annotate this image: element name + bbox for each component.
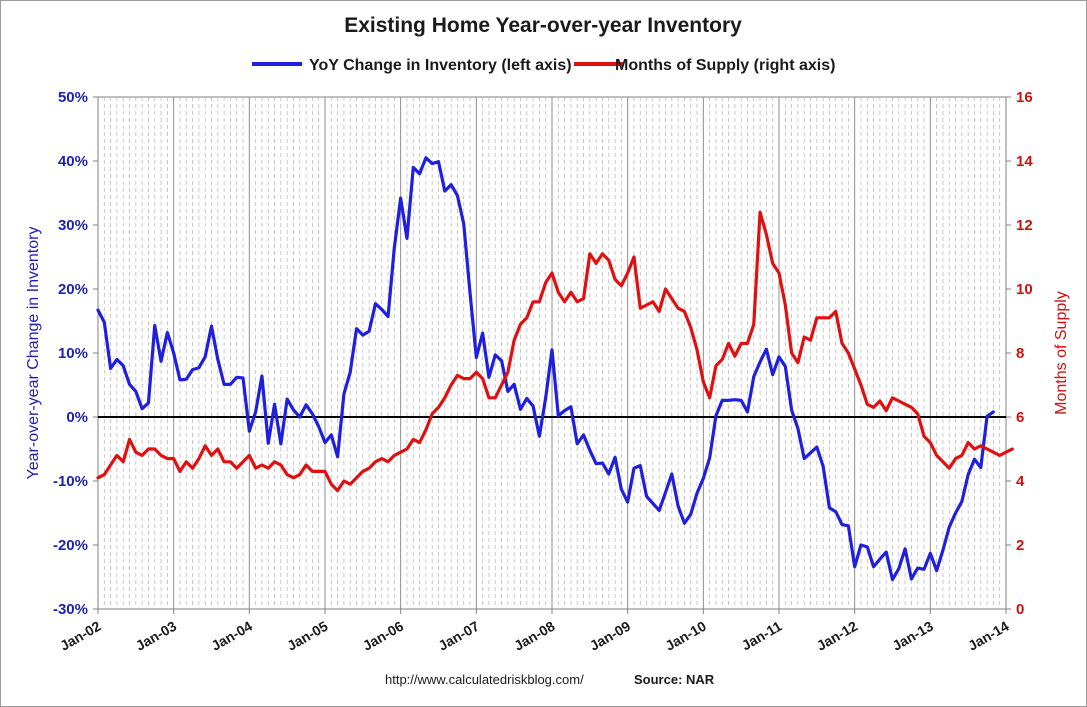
y-tick-label-left: -30%: [53, 601, 88, 618]
x-tick-label: Jan-14: [965, 618, 1012, 654]
y-tick-label-right: 8: [1016, 345, 1024, 362]
x-tick-label: Jan-06: [360, 618, 407, 654]
y-tick-label-left: 30%: [58, 217, 88, 234]
y-tick-label-left: 10%: [58, 345, 88, 362]
x-tick-label: Jan-02: [57, 618, 104, 654]
x-tick-label: Jan-10: [662, 618, 709, 654]
x-tick-label: Jan-04: [208, 618, 255, 654]
y-tick-label-left: 50%: [58, 89, 88, 106]
y-tick-label-right: 14: [1016, 153, 1033, 170]
x-tick-label: Jan-08: [511, 618, 558, 654]
series-line-months-supply: [96, 210, 1014, 493]
y-tick-label-left: 20%: [58, 281, 88, 298]
x-tick-label: Jan-12: [814, 618, 861, 654]
source-url: http://www.calculatedriskblog.com/: [385, 672, 584, 687]
y-axis-title-left: Year-over-year Change in Inventory: [25, 227, 42, 480]
y-tick-label-right: 2: [1016, 537, 1024, 554]
y-axis-title-right: Months of Supply: [1053, 291, 1070, 415]
x-tick-label: Jan-03: [133, 618, 180, 654]
x-tick-label: Jan-09: [587, 618, 634, 654]
x-tick-label: Jan-11: [739, 618, 785, 654]
x-tick-label: Jan-05: [284, 618, 331, 654]
series-layer: [96, 156, 1014, 582]
legend-label-supply: Months of Supply (right axis): [615, 57, 835, 74]
source-credit: Source: NAR: [634, 672, 715, 687]
y-tick-label-right: 10: [1016, 281, 1033, 298]
y-tick-label-left: 0%: [66, 409, 88, 426]
y-tick-label-right: 0: [1016, 601, 1024, 618]
y-tick-label-right: 4: [1016, 473, 1025, 490]
x-tick-label: Jan-13: [889, 618, 936, 654]
x-tick-label: Jan-07: [435, 618, 482, 654]
legend: YoY Change in Inventory (left axis) Mont…: [252, 57, 835, 74]
y-tick-label-right: 16: [1016, 89, 1033, 106]
vertical-gridlines: [103, 97, 1001, 609]
y-tick-label-left: 40%: [58, 153, 88, 170]
y-tick-label-left: -10%: [53, 473, 88, 490]
y-tick-label-right: 6: [1016, 409, 1024, 426]
legend-label-yoy: YoY Change in Inventory (left axis): [309, 57, 572, 74]
chart-title: Existing Home Year-over-year Inventory: [344, 14, 742, 37]
series-line-yoy-change: [96, 156, 995, 582]
y-tick-label-right: 12: [1016, 217, 1033, 234]
y-tick-label-left: -20%: [53, 537, 88, 554]
